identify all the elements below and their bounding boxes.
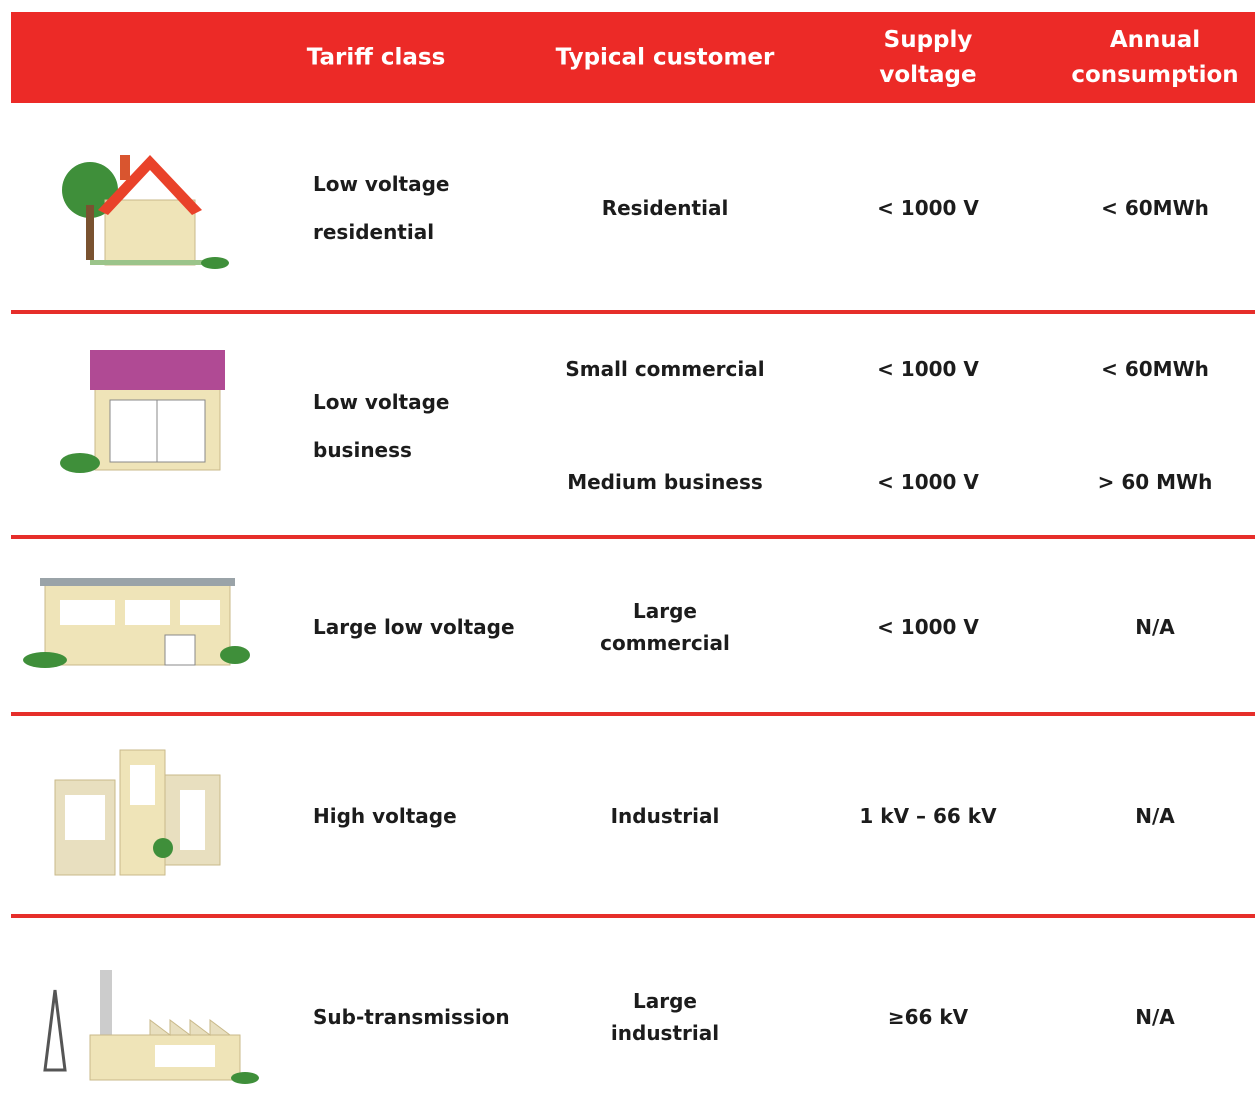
table-cell: < 1000 V: [877, 357, 979, 381]
table-cell: N/A: [1135, 614, 1175, 639]
table-cell: < 1000 V: [877, 470, 979, 494]
header-cell: Tariff class: [306, 44, 446, 70]
table-cell: Large commercial: [600, 598, 730, 655]
header-bar: Tariff class Typical customer Supply vol…: [11, 12, 1255, 103]
table-cell: ≥66 kV: [887, 1004, 969, 1029]
table-cell: N/A: [1135, 1004, 1175, 1029]
tariff-class: Sub-transmission: [313, 1004, 510, 1029]
office-icon: [23, 578, 250, 668]
table-cell: < 1000 V: [877, 614, 979, 639]
header-cell: Typical customer: [555, 44, 775, 70]
row-separator: [11, 535, 1255, 539]
table-cell: Large industrial: [610, 988, 720, 1045]
tariff-class: Low voltage residential: [313, 171, 450, 244]
row-separator: [11, 712, 1255, 716]
table-cell: Medium business: [567, 470, 763, 494]
factory-icon: [43, 970, 259, 1084]
table-cell: < 60MWh: [1101, 357, 1209, 381]
table-cell: Small commercial: [565, 357, 765, 381]
industrial-icon: [54, 749, 221, 876]
house-icon: [62, 155, 229, 269]
table-cell: < 60MWh: [1101, 195, 1209, 220]
shop-icon: [60, 350, 225, 473]
header-cell: Supply voltage: [879, 26, 977, 88]
header-cell: Annual consumption: [1071, 26, 1239, 88]
tariff-class: High voltage: [313, 804, 457, 828]
tariff-class: Large low voltage: [313, 614, 515, 639]
table-cell: > 60 MWh: [1097, 470, 1213, 494]
row-separator: [11, 914, 1255, 918]
table-cell: < 1000 V: [877, 195, 979, 220]
table-cell: 1 kV – 66 kV: [859, 804, 997, 828]
tariff-class: Low voltage business: [313, 389, 450, 462]
table-cell: Industrial: [610, 804, 720, 828]
row-separator: [11, 310, 1255, 314]
table-cell: Residential: [601, 195, 729, 220]
table-cell: N/A: [1135, 804, 1175, 828]
